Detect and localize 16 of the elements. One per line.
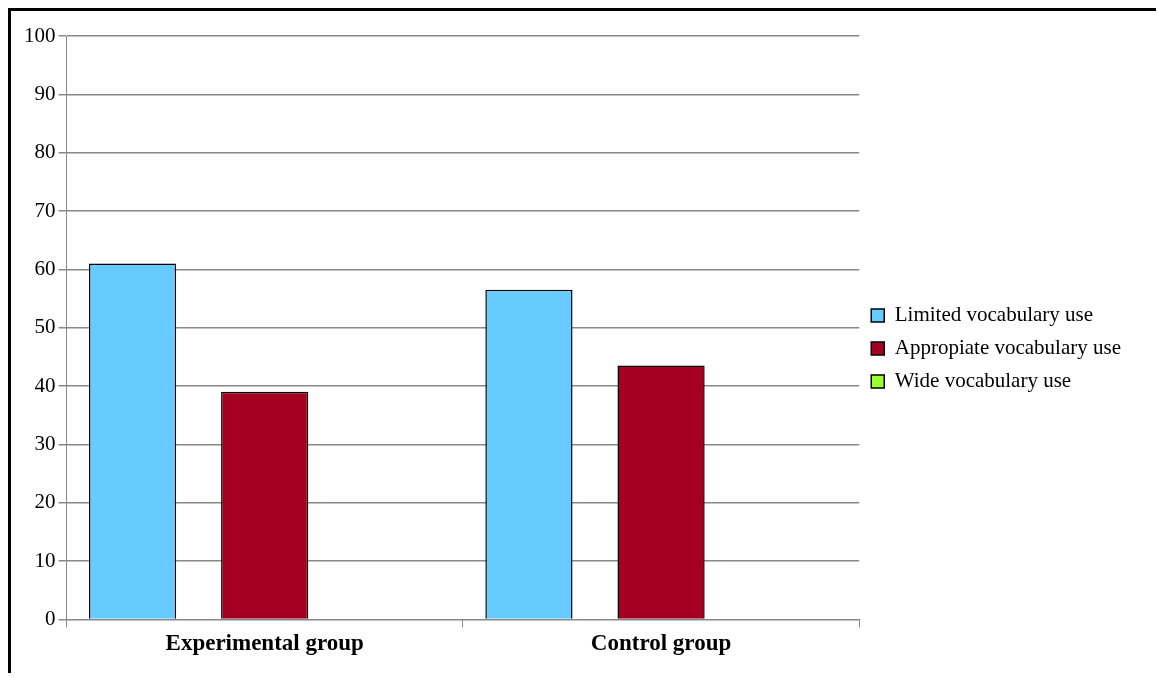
y-tick-label: 50 — [34, 314, 56, 339]
x-tick-label: Experimental group — [165, 630, 364, 656]
y-tick-label: 20 — [34, 489, 56, 514]
y-tick-label: 40 — [34, 372, 56, 397]
y-tick-label: 80 — [34, 139, 56, 164]
y-tick-label: 70 — [34, 197, 56, 222]
legend-label: Wide vocabulary use — [894, 368, 1072, 393]
legend-label: Appropiate vocabulary use — [894, 335, 1122, 360]
y-tick-label: 60 — [34, 255, 56, 280]
y-tick-label: 10 — [34, 547, 56, 572]
x-tick-label: Control group — [590, 630, 732, 656]
y-tick-label: 90 — [34, 80, 56, 105]
y-tick-label: 100 — [24, 22, 56, 47]
y-tick-label: 0 — [45, 605, 56, 630]
y-tick-label: 30 — [34, 430, 56, 455]
legend-label: Limited vocabulary use — [894, 302, 1094, 327]
